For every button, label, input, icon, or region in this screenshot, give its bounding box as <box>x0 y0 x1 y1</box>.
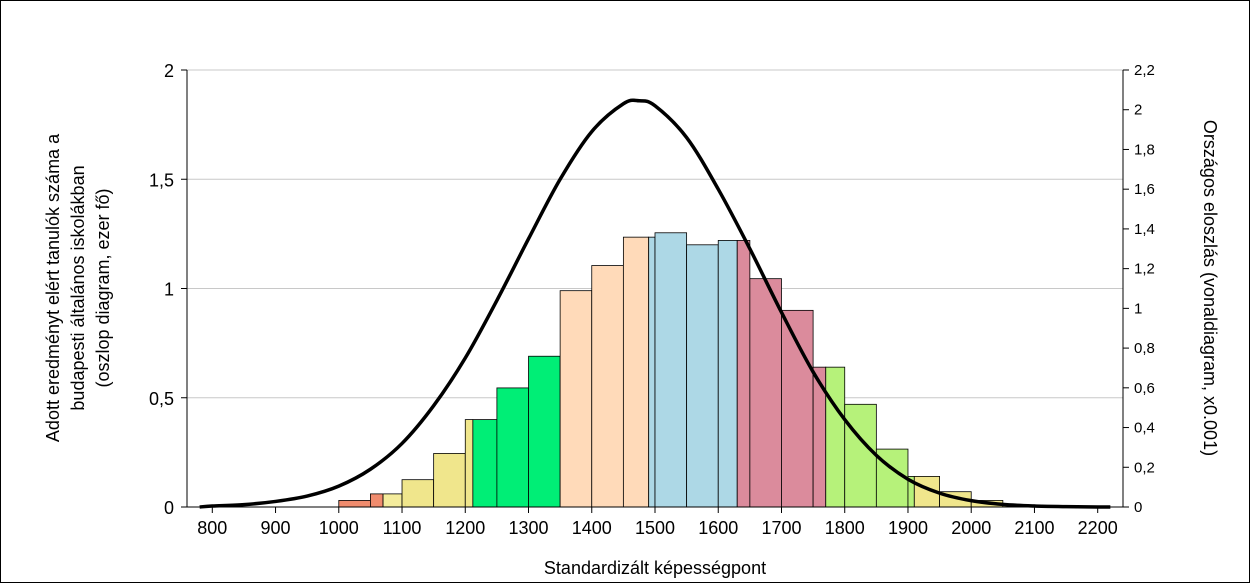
bar-2 <box>382 493 403 508</box>
x-tick-label-14: 2200 <box>1078 518 1118 538</box>
x-tick-label-11: 1900 <box>888 518 928 538</box>
x-tick-label-4: 1200 <box>445 518 485 538</box>
x-tick-label-13: 2100 <box>1014 518 1054 538</box>
line-series <box>199 98 1111 509</box>
x-tick-label-3: 1100 <box>383 518 422 538</box>
bar-12 <box>648 236 656 508</box>
y2-tick-label-4: 0,8 <box>1134 340 1155 357</box>
bar-1 <box>370 493 384 508</box>
x-tick-label-6: 1400 <box>572 518 612 538</box>
bar-20 <box>825 366 846 508</box>
bar-13 <box>654 232 688 508</box>
x-tick-label-0: 800 <box>197 518 227 538</box>
y2-tick-label-7: 1,4 <box>1134 221 1155 238</box>
bar-15 <box>717 240 738 508</box>
y-tick-label-2: 1 <box>164 280 174 300</box>
y2-tick-label-10: 2 <box>1134 102 1142 119</box>
y2-tick-label-1: 0,2 <box>1134 459 1155 476</box>
y2-tick-label-9: 1,8 <box>1134 141 1155 158</box>
x-tick-label-10: 1800 <box>825 518 865 538</box>
right-y-axis-ticks: 0 0,2 0,4 0,6 0,8 1 1,2 1,4 1,6 1,8 2 2,2 <box>1123 62 1155 516</box>
bar-series <box>338 232 1035 508</box>
x-tick-label-5: 1300 <box>508 518 548 538</box>
y-tick-label-3: 1,5 <box>149 170 174 190</box>
distribution-curve <box>199 98 1111 509</box>
x-tick-label-7: 1500 <box>635 518 675 538</box>
bar-11 <box>622 236 650 508</box>
bar-21 <box>844 403 877 508</box>
left-y-axis-title: Adott eredményt elért tanulók száma a bu… <box>43 133 113 442</box>
bar-6 <box>472 419 498 508</box>
bar-14 <box>686 244 719 508</box>
left-y-axis-ticks: 0 0,5 1 1,5 2 <box>149 61 187 518</box>
y-axis-title-line-2: budapesti általános iskolákban <box>68 165 88 410</box>
y2-tick-label-11: 2,2 <box>1134 62 1155 79</box>
bar-4 <box>433 453 466 508</box>
y-tick-label-4: 2 <box>164 61 174 81</box>
y2-tick-label-0: 0 <box>1134 499 1142 516</box>
bar-3 <box>401 479 435 508</box>
x-tick-label-2: 1000 <box>319 518 359 538</box>
x-tick-label-1: 900 <box>261 518 291 538</box>
x-axis-title: Standardizált képességpont <box>544 558 766 578</box>
y-tick-label-1: 0,5 <box>149 389 174 409</box>
bar-7 <box>496 387 529 508</box>
y2-tick-label-2: 0,4 <box>1134 420 1155 437</box>
bar-0 <box>338 500 371 508</box>
x-tick-label-9: 1700 <box>761 518 801 538</box>
bar-10 <box>591 265 624 508</box>
right-y-axis-title: Országos eloszlás (vonaldiagram, x0.001) <box>1200 120 1220 456</box>
x-axis-ticks: 800 900 1000 1100 1200 1300 1400 1500 1600 1700 18… <box>197 507 1118 538</box>
y2-tick-label-3: 0,6 <box>1134 380 1155 397</box>
y2-tick-label-6: 1,2 <box>1134 261 1155 278</box>
bar-16 <box>736 240 751 508</box>
x-tick-label-12: 2000 <box>951 518 991 538</box>
y-tick-label-0: 0 <box>164 498 174 518</box>
y2-tick-label-8: 1,6 <box>1134 181 1155 198</box>
y-axis-title-line-1: Adott eredményt elért tanulók száma a <box>43 133 63 442</box>
bar-8 <box>528 355 561 508</box>
bar-9 <box>559 290 593 508</box>
y-axis-title-line-3: (oszlop diagram, ezer fő) <box>93 188 113 387</box>
x-tick-label-8: 1600 <box>698 518 738 538</box>
bar-17 <box>749 278 782 508</box>
y2-tick-label-5: 1 <box>1134 300 1142 317</box>
bar-5 <box>464 419 474 508</box>
